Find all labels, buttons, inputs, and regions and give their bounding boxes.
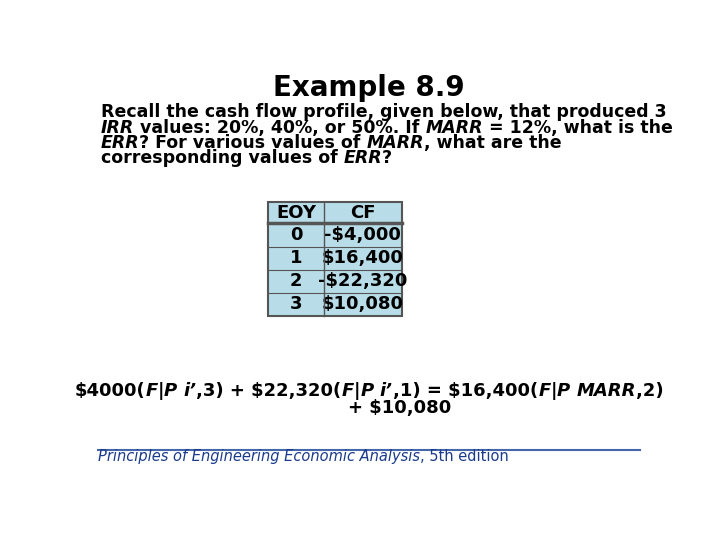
Text: ERR: ERR: [101, 134, 140, 152]
Text: $16,400: $16,400: [322, 249, 404, 267]
Text: ? For various values of: ? For various values of: [140, 134, 367, 152]
Text: ERR: ERR: [343, 150, 382, 167]
Text: P: P: [361, 382, 374, 400]
Text: MARR: MARR: [577, 382, 636, 400]
Text: Example 8.9: Example 8.9: [273, 74, 465, 102]
Text: ?: ?: [382, 150, 392, 167]
Text: |: |: [158, 382, 164, 400]
Text: 1: 1: [290, 249, 302, 267]
Text: , what are the: , what are the: [424, 134, 562, 152]
Text: MARR: MARR: [426, 119, 483, 137]
Text: $10,080: $10,080: [322, 295, 404, 313]
Text: i’: i’: [380, 382, 393, 400]
Text: , 5th edition: , 5th edition: [420, 449, 508, 463]
Text: values: 20%, 40%, or 50%. If: values: 20%, 40%, or 50%. If: [134, 119, 426, 137]
Text: ,1) = $16,400(: ,1) = $16,400(: [393, 382, 538, 400]
Text: -$4,000: -$4,000: [325, 226, 401, 244]
Text: 2: 2: [290, 272, 302, 290]
Text: = 12%, what is the: = 12%, what is the: [483, 119, 673, 137]
Text: EOY: EOY: [276, 204, 316, 221]
Text: IRR: IRR: [101, 119, 134, 137]
Text: |: |: [354, 382, 361, 400]
Text: |: |: [550, 382, 557, 400]
Text: $4000(: $4000(: [74, 382, 145, 400]
Text: F: F: [342, 382, 354, 400]
Text: + $10,080: + $10,080: [348, 399, 451, 417]
Text: -$22,320: -$22,320: [318, 272, 408, 290]
Text: i’: i’: [184, 382, 197, 400]
Text: ,3) + $22,320(: ,3) + $22,320(: [197, 382, 342, 400]
Text: 0: 0: [290, 226, 302, 244]
Text: P: P: [164, 382, 177, 400]
Text: Principles of Engineering Economic Analysis: Principles of Engineering Economic Analy…: [98, 449, 420, 463]
Text: CF: CF: [350, 204, 376, 221]
Text: ,2): ,2): [636, 382, 664, 400]
Text: corresponding values of: corresponding values of: [101, 150, 343, 167]
Text: Recall the cash flow profile, given below, that produced 3: Recall the cash flow profile, given belo…: [101, 103, 667, 121]
Text: 3: 3: [290, 295, 302, 313]
Text: F: F: [538, 382, 550, 400]
Bar: [269, 202, 402, 316]
Text: MARR: MARR: [367, 134, 424, 152]
Text: F: F: [145, 382, 158, 400]
Text: P: P: [557, 382, 570, 400]
